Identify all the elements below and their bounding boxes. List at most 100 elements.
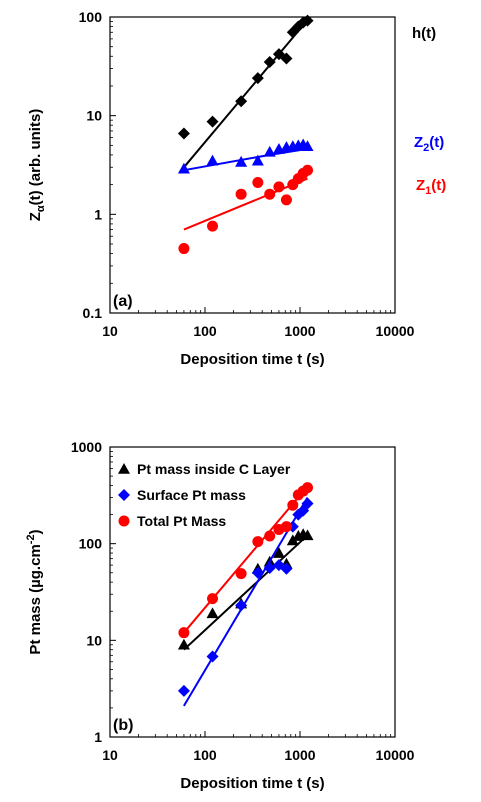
data-point <box>280 194 292 206</box>
legend-label: Total Pt Mass <box>137 513 226 529</box>
series-label-subscript: 2 <box>423 142 429 154</box>
data-point <box>206 115 219 128</box>
data-point <box>272 547 285 558</box>
fit-line <box>183 19 309 168</box>
data-point <box>177 638 190 650</box>
series-label-z2: Z2(t) <box>414 134 444 154</box>
series-surface-pt-mass <box>177 496 314 707</box>
data-point <box>302 164 314 176</box>
y-tick-label: 10 <box>86 632 102 648</box>
x-tick-label: 100 <box>193 323 217 339</box>
data-point <box>252 177 264 189</box>
y-tick-label: 100 <box>79 9 103 25</box>
data-point <box>206 154 219 166</box>
data-point <box>206 650 219 663</box>
chart-a: 0.1 1 10 100 10 100 1000 10000 Deposition time t… <box>27 9 446 368</box>
series-z1 <box>178 164 314 255</box>
y-tick-label: 1 <box>94 206 102 222</box>
series-label-z1: Z1(t) <box>416 177 446 197</box>
legend-item: Pt mass inside C Layer <box>118 461 291 477</box>
x-tick-label: 10000 <box>376 747 415 763</box>
data-point <box>263 145 276 157</box>
data-point <box>207 220 219 232</box>
data-point <box>206 607 219 619</box>
series-label-main: Z <box>414 134 423 151</box>
x-axis-title: Deposition time t (s) <box>180 351 324 368</box>
plot-frame <box>109 16 396 314</box>
series-label-tail: (t) <box>431 177 446 194</box>
fit-line <box>183 147 308 172</box>
data-point <box>302 482 314 494</box>
data-point <box>177 162 190 174</box>
data-point <box>264 188 276 200</box>
y-axis-title: Pt mass (µg.cm-2) <box>25 529 44 654</box>
x-tick-label: 1000 <box>284 747 315 763</box>
y-axis-title-rest: (t) (arb. units) <box>27 109 44 206</box>
series-total-pt-mass <box>178 482 314 639</box>
fit-line <box>183 534 309 651</box>
data-point <box>235 155 248 167</box>
series-label-tail: (t) <box>429 134 444 151</box>
data-point <box>280 562 293 575</box>
data-point <box>286 534 299 546</box>
y-tick-label: 0.1 <box>83 305 103 321</box>
y-axis-title-main: Pt mass (µg.cm <box>27 544 44 654</box>
data-point <box>301 140 314 152</box>
plot-frame <box>109 446 396 738</box>
data-point <box>287 499 299 511</box>
data-point <box>235 95 248 108</box>
data-point <box>301 14 314 27</box>
series-pt-mass-inside-c-layer <box>177 528 314 651</box>
x-tick-label: 100 <box>193 747 217 763</box>
data-point <box>207 593 219 605</box>
data-point <box>178 243 190 255</box>
data-point <box>251 154 264 166</box>
y-tick-label: 100 <box>79 536 103 552</box>
series-label-h: h(t) <box>412 25 436 42</box>
y-tick-label: 10 <box>86 108 102 124</box>
x-tick-label: 10000 <box>376 323 415 339</box>
data-point <box>235 188 247 200</box>
y-axis-title-tail: ) <box>27 529 44 534</box>
data-point <box>264 530 276 542</box>
data-point <box>273 181 285 193</box>
data-point <box>177 127 190 140</box>
y-axis-title-subscript: α <box>35 205 47 212</box>
data-point <box>235 568 247 580</box>
data-point <box>301 529 314 541</box>
series-label-main: Z <box>416 177 425 194</box>
data-point <box>263 562 276 575</box>
y-axis-title: Zα(t) (arb. units) <box>27 109 47 222</box>
legend-marker <box>118 489 130 501</box>
series-label-subscript: 1 <box>425 185 431 197</box>
legend-item: Total Pt Mass <box>118 513 226 529</box>
y-axis-title-main: Z <box>27 212 44 221</box>
legend-label: Pt mass inside C Layer <box>137 461 291 477</box>
data-point <box>280 521 292 533</box>
panel-label: (b) <box>113 717 133 734</box>
x-tick-label: 10 <box>102 747 118 763</box>
y-tick-label: 1 <box>94 729 102 745</box>
legend-label: Surface Pt mass <box>137 487 246 503</box>
y-axis-title-superscript: -2 <box>25 534 37 544</box>
x-tick-label: 10 <box>102 323 118 339</box>
data-point <box>280 52 293 65</box>
data-point <box>301 497 314 510</box>
legend-item: Surface Pt mass <box>118 487 246 503</box>
fit-line <box>183 177 308 231</box>
data-point <box>178 627 190 639</box>
data-point <box>252 536 264 548</box>
legend: Pt mass inside C Layer Surface Pt mass Tot… <box>118 461 291 529</box>
fit-line <box>183 485 309 634</box>
data-point <box>235 599 248 612</box>
x-axis-title: Deposition time t (s) <box>180 775 324 792</box>
series-z2 <box>177 138 314 174</box>
series-h <box>177 14 314 168</box>
data-point <box>263 55 276 68</box>
series-label-main: h(t) <box>412 25 436 42</box>
legend-marker <box>118 515 130 527</box>
panel-label: (a) <box>113 293 133 310</box>
data-point <box>251 72 264 85</box>
x-tick-label: 1000 <box>284 323 315 339</box>
